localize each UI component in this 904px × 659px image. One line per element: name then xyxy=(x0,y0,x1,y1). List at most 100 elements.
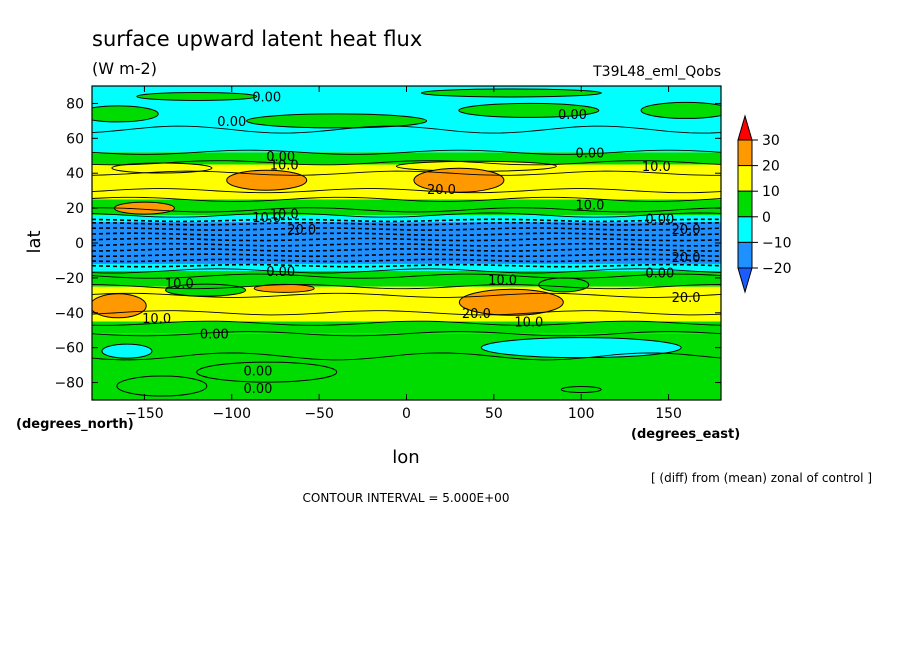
y-tick-label: 80 xyxy=(66,96,84,112)
contour-label: 20.0 xyxy=(287,223,316,238)
contour-line xyxy=(92,149,721,155)
contour-label: 10.0 xyxy=(270,207,299,222)
x-axis-units: (degrees_east) xyxy=(631,427,740,442)
contour-line xyxy=(92,207,721,213)
anomaly-region xyxy=(101,343,153,359)
chart-title: surface upward latent heat flux xyxy=(92,27,422,51)
colorbar-label: 20 xyxy=(762,159,780,175)
contour-label: 0.00 xyxy=(252,90,281,105)
contour-label: 20.0 xyxy=(672,291,701,306)
contour-label: 0.00 xyxy=(244,364,273,379)
y-tick-label: 0 xyxy=(75,236,84,252)
x-tick-label: −100 xyxy=(213,406,251,422)
anomaly-region xyxy=(196,361,338,383)
anomaly-region xyxy=(246,113,428,129)
y-tick-label: −60 xyxy=(54,341,84,357)
y-tick-label: 60 xyxy=(66,131,84,147)
contour-label: 20.0 xyxy=(462,307,491,322)
contour-label: 0.00 xyxy=(266,265,295,280)
contour-label: 0.00 xyxy=(200,328,229,343)
lat-band xyxy=(92,152,721,165)
contour-line xyxy=(92,196,721,202)
y-tick-label: −40 xyxy=(54,306,84,322)
colorbar-label: −10 xyxy=(762,235,792,251)
contour-lines xyxy=(92,125,721,361)
x-tick-label: 100 xyxy=(568,406,595,422)
contour-label: 0.00 xyxy=(558,108,587,123)
x-axis-label: lon xyxy=(392,447,419,468)
colorbar-segment xyxy=(737,139,753,167)
contour-label: 20.0 xyxy=(672,251,701,266)
contour-label: 10.0 xyxy=(142,312,171,327)
contour-line xyxy=(92,292,721,298)
colorbar-label: 0 xyxy=(762,210,771,226)
contour-interval: CONTOUR INTERVAL = 5.000E+00 xyxy=(303,491,510,505)
colorbar-label: 10 xyxy=(762,184,780,200)
contour-line xyxy=(92,160,721,166)
contour-line xyxy=(92,284,721,290)
contour-label: 0.00 xyxy=(645,267,674,282)
run-name: T39L48_eml_Qobs xyxy=(592,64,721,80)
lat-band xyxy=(92,263,721,271)
anomaly-region xyxy=(420,88,602,98)
lat-band xyxy=(92,215,721,223)
x-tick-label: 50 xyxy=(485,406,503,422)
y-axis: −80 −60 −40 −20 0 20 40 60 80 xyxy=(54,96,721,392)
anomaly-region xyxy=(92,105,159,123)
contour-label: 10.0 xyxy=(270,159,299,174)
contour-label: 10.0 xyxy=(575,199,604,214)
colorbar-label: 30 xyxy=(762,133,780,149)
lat-band xyxy=(92,321,721,334)
y-tick-label: 20 xyxy=(66,201,84,217)
lat-band xyxy=(92,222,721,264)
y-tick-label: −20 xyxy=(54,271,84,287)
contour-line xyxy=(92,170,721,176)
colorbar-segment xyxy=(737,190,753,218)
contour-line xyxy=(92,352,721,361)
contour-line xyxy=(92,212,721,218)
colorbar: 30 20 10 0 −10 −20 xyxy=(737,114,792,294)
x-tick-label: 0 xyxy=(402,406,411,422)
contour-label: 20.0 xyxy=(427,183,456,198)
contour-line xyxy=(92,331,721,337)
contour-line xyxy=(92,320,721,326)
anomaly-region xyxy=(165,283,247,297)
colorbar-segment xyxy=(737,241,753,269)
x-tick-label: 150 xyxy=(655,406,682,422)
contour-label: 20.0 xyxy=(672,223,701,238)
contour-label: 0.00 xyxy=(645,213,674,228)
contour-line xyxy=(92,125,721,134)
colorbar-max-arrow xyxy=(737,114,753,141)
y-tick-label: 40 xyxy=(66,166,84,182)
contour-label: 10.0 xyxy=(488,274,517,289)
anomaly-region xyxy=(480,337,682,359)
contour-label: 10.0 xyxy=(514,316,543,331)
contour-line xyxy=(92,310,721,316)
contour-label: 10.0 xyxy=(165,277,194,292)
colorbar-segment xyxy=(737,216,753,243)
x-tick-label: −50 xyxy=(304,406,334,422)
y-axis-label: lat xyxy=(24,230,45,253)
colorbar-min-arrow xyxy=(737,267,753,294)
colorbar-segment xyxy=(737,165,753,192)
contour-line xyxy=(92,188,721,194)
regional-anomalies xyxy=(92,88,721,397)
contour-line xyxy=(92,268,721,274)
chart-units: (W m-2) xyxy=(92,59,157,78)
diff-note: [ (diff) from (mean) zonal of control ] xyxy=(651,471,872,485)
anomaly-region xyxy=(116,375,208,397)
x-tick-label: −150 xyxy=(125,406,163,422)
anomaly-region xyxy=(136,91,258,101)
lat-band xyxy=(92,199,721,216)
contour-label: 10.0 xyxy=(252,211,281,226)
shaded-field xyxy=(92,86,721,400)
contour-label: 0.00 xyxy=(575,146,604,161)
contour-label: 0.00 xyxy=(217,115,246,130)
contour-line xyxy=(92,273,721,279)
colorbar-label: −20 xyxy=(762,261,792,277)
anomaly-region xyxy=(560,386,602,394)
anomaly-region xyxy=(538,277,590,293)
